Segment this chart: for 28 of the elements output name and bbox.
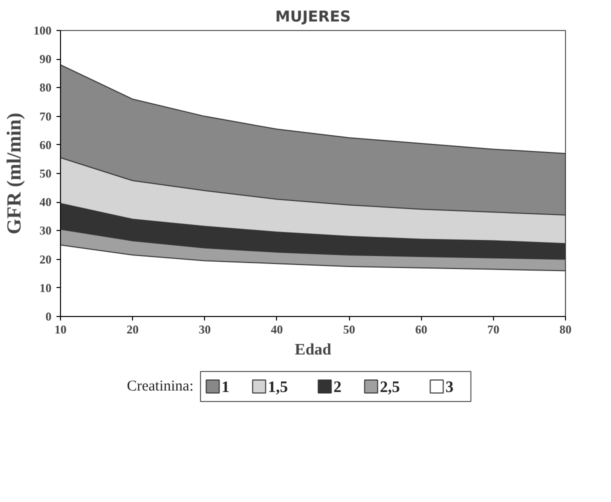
x-axis-title: Edad — [294, 342, 332, 358]
y-tick-label: 90 — [40, 52, 52, 66]
legend-title: Creatinina: — [126, 378, 194, 394]
y-tick-label: 40 — [40, 195, 52, 210]
y-tick-label: 10 — [40, 280, 52, 295]
legend-label: 1 — [222, 379, 230, 396]
x-tick-label: 40 — [270, 322, 283, 336]
legend-label: 3 — [446, 379, 454, 396]
y-tick-label: 0 — [46, 310, 52, 324]
chart-title: MUJERES — [275, 8, 351, 26]
y-tick-label: 80 — [40, 80, 52, 95]
x-tick-label: 70 — [487, 322, 500, 336]
y-axis-title: GFR (ml/min) — [4, 112, 26, 234]
y-tick-label: 100 — [34, 24, 52, 38]
y-tick-label: 20 — [40, 252, 52, 266]
x-tick-label: 10 — [54, 322, 66, 336]
x-tick-label: 60 — [415, 322, 428, 336]
x-tick-label: 20 — [126, 322, 139, 336]
x-tick-label: 30 — [198, 322, 211, 336]
x-tick-label: 80 — [560, 322, 572, 336]
y-tick-label: 70 — [40, 109, 52, 124]
y-tick-label: 50 — [40, 166, 52, 180]
legend-label: 2 — [334, 379, 342, 396]
x-tick-label: 50 — [343, 322, 356, 336]
y-tick-label: 60 — [40, 138, 52, 152]
legend-label: 2,5 — [380, 379, 400, 396]
legend-label: 1,5 — [268, 379, 288, 396]
y-tick-label: 30 — [40, 224, 52, 238]
